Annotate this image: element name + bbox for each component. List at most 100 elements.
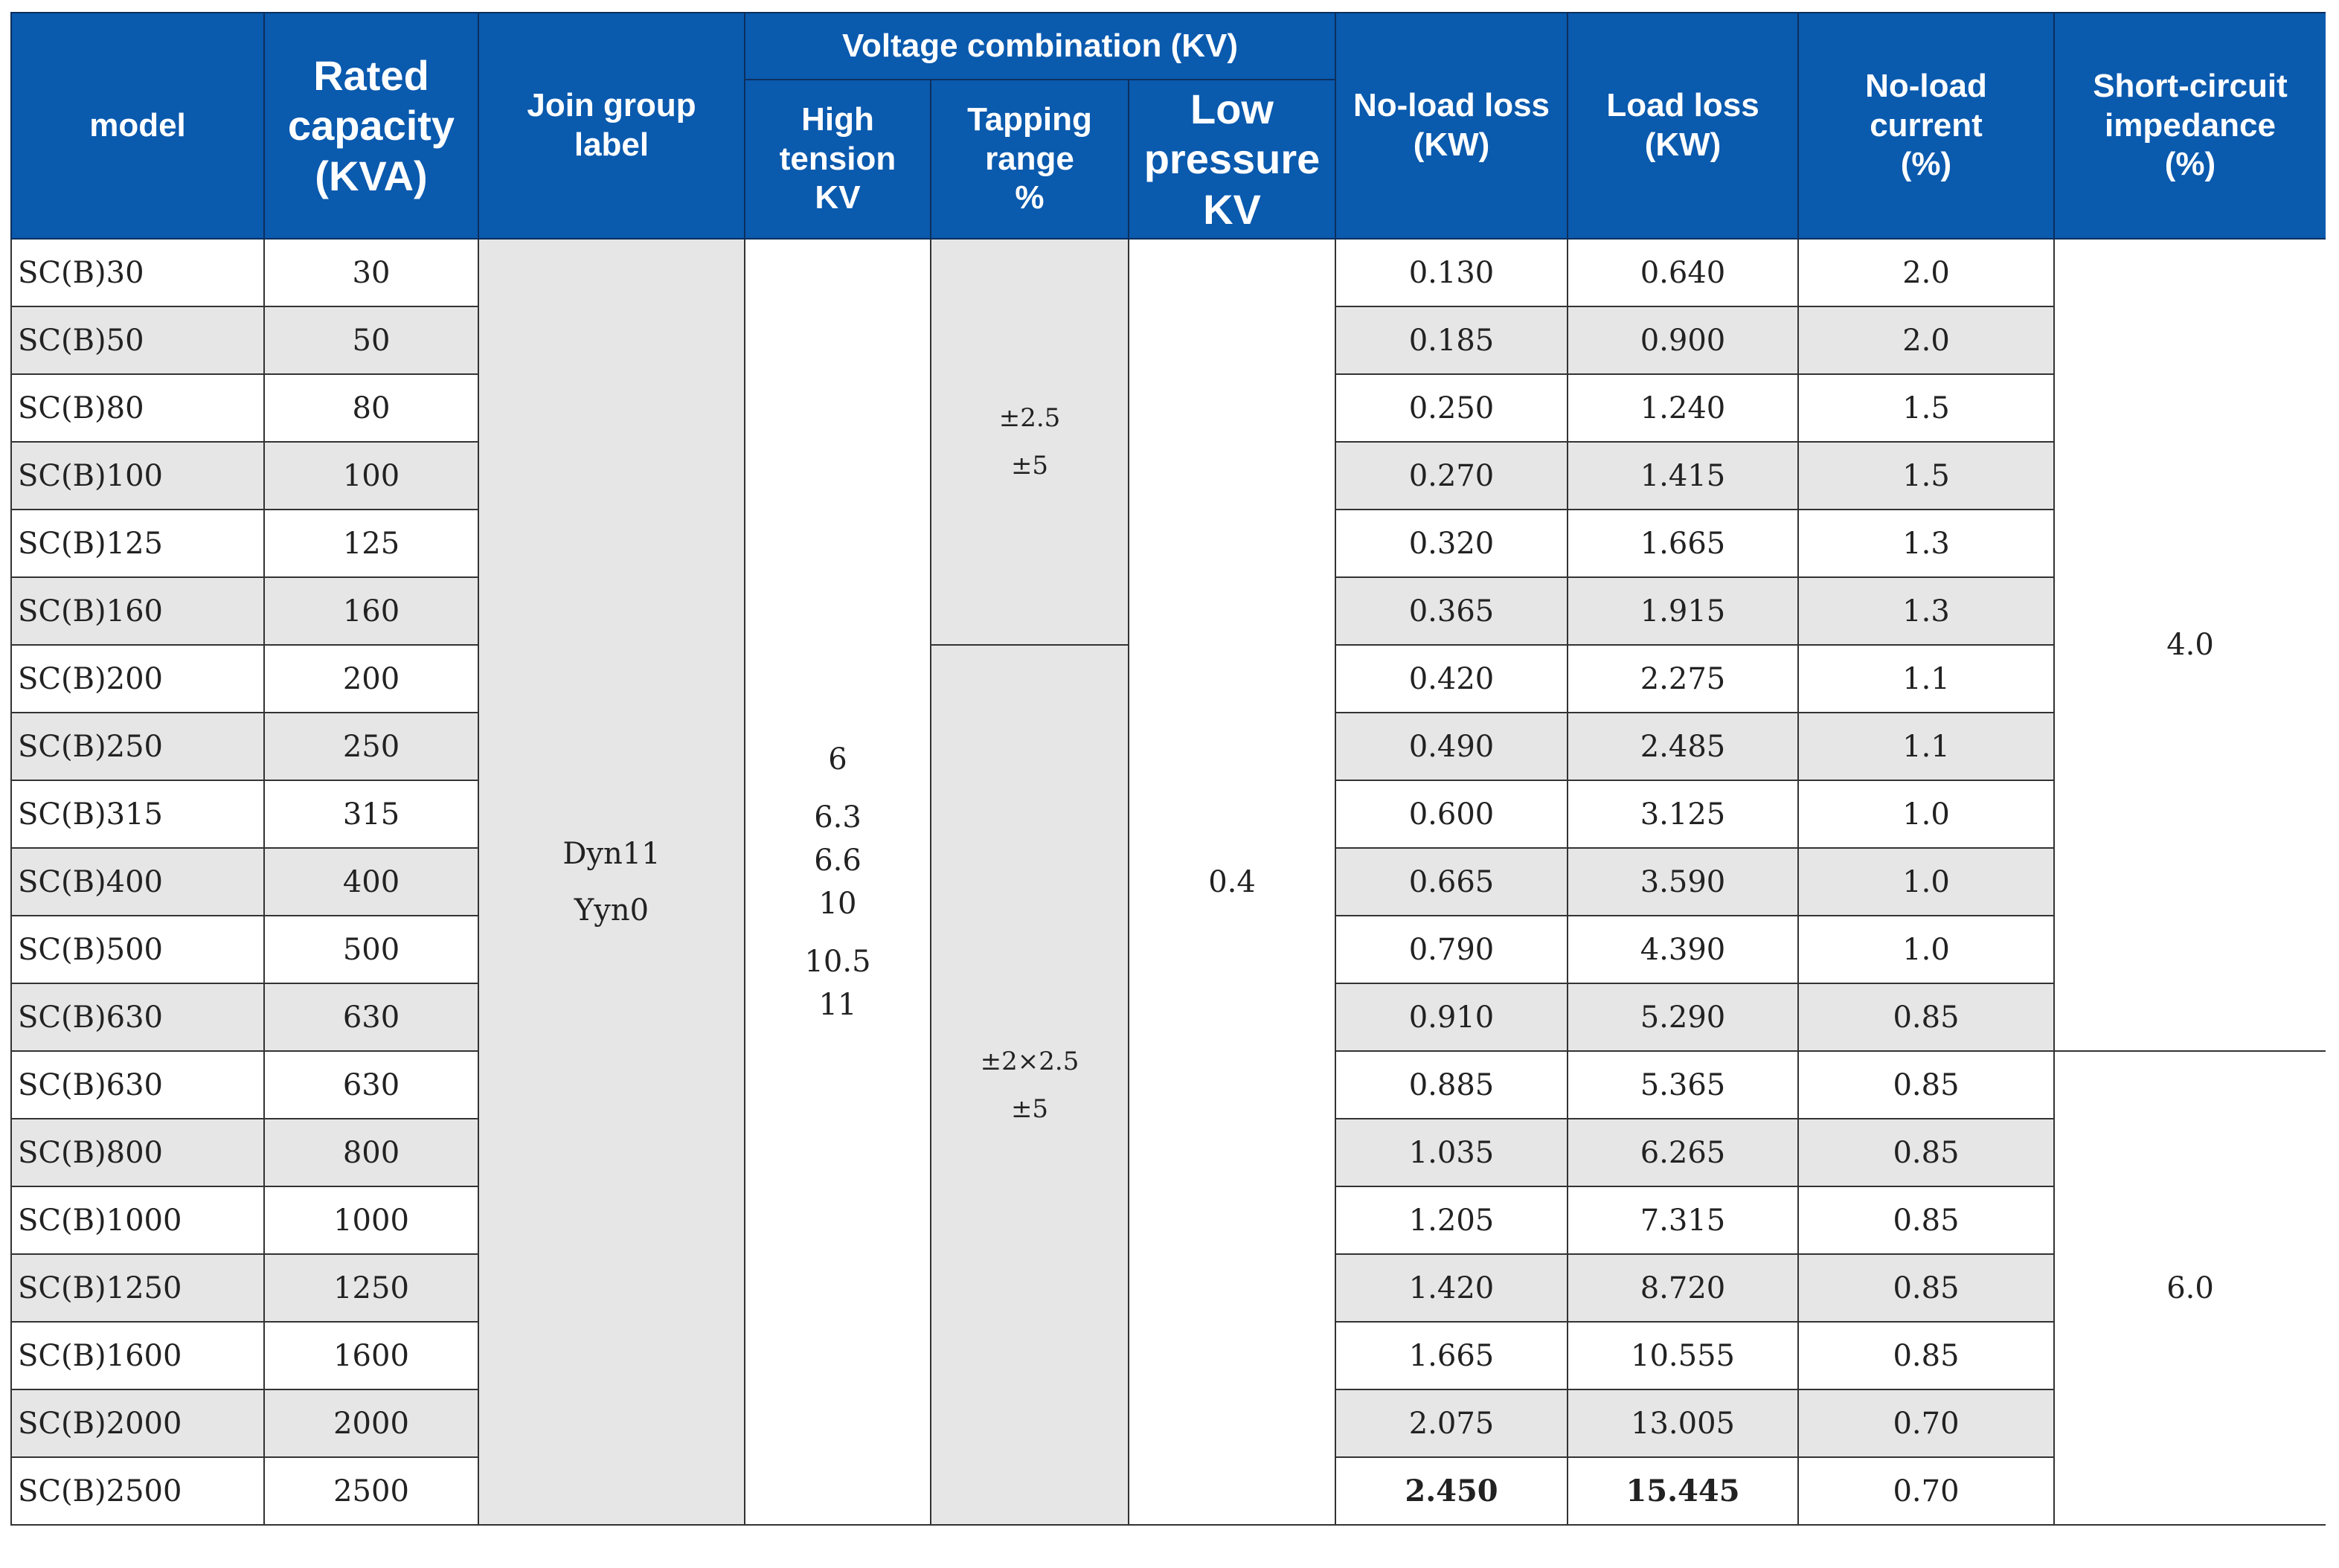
no-load-loss-cell: 1.420 xyxy=(1335,1253,1568,1323)
no-load-current-cell: 1.5 xyxy=(1797,373,2055,443)
table-row: SC(B)1000 1000 1.205 7.315 0.85 xyxy=(10,1186,2326,1255)
load-loss-cell: 2.275 xyxy=(1567,644,1799,713)
capacity-cell: 315 xyxy=(263,780,479,849)
no-load-current-cell: 0.85 xyxy=(1797,1186,2055,1255)
model-cell: SC(B)315 xyxy=(10,780,265,849)
capacity-cell: 1250 xyxy=(263,1253,479,1323)
header-impedance: Short-circuit impedance (%) xyxy=(2053,12,2326,240)
header-tapping-range: Tapping range% xyxy=(930,79,1129,240)
model-cell: SC(B)800 xyxy=(10,1118,265,1187)
model-cell: SC(B)1250 xyxy=(10,1253,265,1323)
model-cell: SC(B)630 xyxy=(10,983,265,1052)
join-group-cell: Dyn11 Yyn0 xyxy=(478,238,745,1526)
load-loss-cell: 1.240 xyxy=(1567,373,1799,443)
table-row: SC(B)400 400 0.665 3.590 1.0 xyxy=(10,847,2326,916)
no-load-current-cell: 0.70 xyxy=(1797,1456,2055,1526)
table-row: SC(B)630 630 0.910 5.290 0.85 xyxy=(10,983,2326,1052)
capacity-cell: 2000 xyxy=(263,1389,479,1458)
table-row: SC(B)800 800 1.035 6.265 0.85 xyxy=(10,1118,2326,1187)
capacity-cell: 80 xyxy=(263,373,479,443)
capacity-cell: 250 xyxy=(263,712,479,781)
capacity-cell: 1600 xyxy=(263,1321,479,1390)
no-load-loss-cell: 0.365 xyxy=(1335,576,1568,646)
load-loss-cell: 8.720 xyxy=(1567,1253,1799,1323)
transformer-spec-table: model Rated capacity (KVA) Join group label… xyxy=(10,12,2326,1526)
no-load-loss-cell: 1.205 xyxy=(1335,1186,1568,1255)
table-header: model Rated capacity (KVA) Join group label… xyxy=(10,12,2326,240)
no-load-loss-cell: 2.075 xyxy=(1335,1389,1568,1458)
table-row: SC(B)100 100 0.270 1.415 1.5 xyxy=(10,441,2326,510)
table-row: SC(B)2500 2500 2.450 15.445 0.70 xyxy=(10,1456,2326,1526)
no-load-loss-cell: 0.490 xyxy=(1335,712,1568,781)
no-load-loss-cell: 0.270 xyxy=(1335,441,1568,510)
table-row: SC(B)2000 2000 2.075 13.005 0.70 xyxy=(10,1389,2326,1458)
load-loss-cell: 0.900 xyxy=(1567,306,1799,375)
no-load-loss-cell: 0.665 xyxy=(1335,847,1568,916)
no-load-current-cell: 1.0 xyxy=(1797,915,2055,984)
no-load-loss-cell: 0.320 xyxy=(1335,509,1568,578)
model-cell: SC(B)160 xyxy=(10,576,265,646)
capacity-cell: 50 xyxy=(263,306,479,375)
impedance-cell-2: 6.0 xyxy=(2053,1050,2326,1526)
tapping-range-cell-1: ±2.5 ±5 xyxy=(930,238,1129,646)
no-load-loss-cell: 0.910 xyxy=(1335,983,1568,1052)
capacity-cell: 800 xyxy=(263,1118,479,1187)
table-row: SC(B)1600 1600 1.665 10.555 0.85 xyxy=(10,1321,2326,1390)
no-load-current-cell: 0.70 xyxy=(1797,1389,2055,1458)
table-row: SC(B)80 80 0.250 1.240 1.5 xyxy=(10,373,2326,443)
header-rated-capacity: Rated capacity (KVA) xyxy=(263,12,479,240)
load-loss-cell: 3.590 xyxy=(1567,847,1799,916)
no-load-loss-cell: 2.450 xyxy=(1335,1456,1568,1526)
impedance-cell-1: 4.0 xyxy=(2053,238,2326,1052)
no-load-current-cell: 1.5 xyxy=(1797,441,2055,510)
no-load-current-cell: 0.85 xyxy=(1797,1321,2055,1390)
no-load-current-cell: 1.0 xyxy=(1797,847,2055,916)
header-no-load-loss: No-load loss (KW) xyxy=(1335,12,1568,240)
model-cell: SC(B)2500 xyxy=(10,1456,265,1526)
capacity-cell: 100 xyxy=(263,441,479,510)
table-row: SC(B)160 160 0.365 1.915 1.3 xyxy=(10,576,2326,646)
header-join-group: Join group label xyxy=(478,12,745,240)
capacity-cell: 1000 xyxy=(263,1186,479,1255)
capacity-cell: 630 xyxy=(263,1050,479,1119)
capacity-cell: 2500 xyxy=(263,1456,479,1526)
no-load-loss-cell: 0.885 xyxy=(1335,1050,1568,1119)
header-no-load-current: No-load current (%) xyxy=(1797,12,2055,240)
model-cell: SC(B)2000 xyxy=(10,1389,265,1458)
no-load-current-cell: 1.1 xyxy=(1797,712,2055,781)
table-row: SC(B)315 315 0.600 3.125 1.0 xyxy=(10,780,2326,849)
load-loss-cell: 1.665 xyxy=(1567,509,1799,578)
load-loss-cell: 7.315 xyxy=(1567,1186,1799,1255)
no-load-current-cell: 1.3 xyxy=(1797,576,2055,646)
no-load-loss-cell: 0.790 xyxy=(1335,915,1568,984)
no-load-loss-cell: 1.035 xyxy=(1335,1118,1568,1187)
model-cell: SC(B)100 xyxy=(10,441,265,510)
header-high-tension: High tension KV xyxy=(744,79,931,240)
no-load-loss-cell: 0.600 xyxy=(1335,780,1568,849)
model-cell: SC(B)30 xyxy=(10,238,265,307)
capacity-cell: 125 xyxy=(263,509,479,578)
no-load-current-cell: 1.1 xyxy=(1797,644,2055,713)
table-row: SC(B)1250 1250 1.420 8.720 0.85 xyxy=(10,1253,2326,1323)
load-loss-cell: 3.125 xyxy=(1567,780,1799,849)
table-body: SC(B)30 30 Dyn11 Yyn0 6 6.3 6.6 10 10.5 11 ±2.… xyxy=(10,238,2326,1526)
spec-table-container: model Rated capacity (KVA) Join group label… xyxy=(10,12,2326,1556)
table-row: SC(B)250 250 0.490 2.485 1.1 xyxy=(10,712,2326,781)
load-loss-cell: 10.555 xyxy=(1567,1321,1799,1390)
load-loss-cell: 4.390 xyxy=(1567,915,1799,984)
model-cell: SC(B)250 xyxy=(10,712,265,781)
load-loss-cell: 15.445 xyxy=(1567,1456,1799,1526)
header-low-pressure: Low pressure KV xyxy=(1128,79,1336,240)
model-cell: SC(B)630 xyxy=(10,1050,265,1119)
no-load-loss-cell: 1.665 xyxy=(1335,1321,1568,1390)
no-load-current-cell: 0.85 xyxy=(1797,1118,2055,1187)
no-load-current-cell: 1.0 xyxy=(1797,780,2055,849)
model-cell: SC(B)500 xyxy=(10,915,265,984)
low-pressure-cell: 0.4 xyxy=(1128,238,1336,1526)
header-voltage-combination: Voltage combination (KV) xyxy=(744,12,1336,80)
table-row: SC(B)125 125 0.320 1.665 1.3 xyxy=(10,509,2326,578)
no-load-current-cell: 1.3 xyxy=(1797,509,2055,578)
table-row: SC(B)200 200 ±2×2.5 ±5 0.420 2.275 1.1 xyxy=(10,644,2326,1526)
no-load-loss-cell: 0.185 xyxy=(1335,306,1568,375)
model-cell: SC(B)1600 xyxy=(10,1321,265,1390)
